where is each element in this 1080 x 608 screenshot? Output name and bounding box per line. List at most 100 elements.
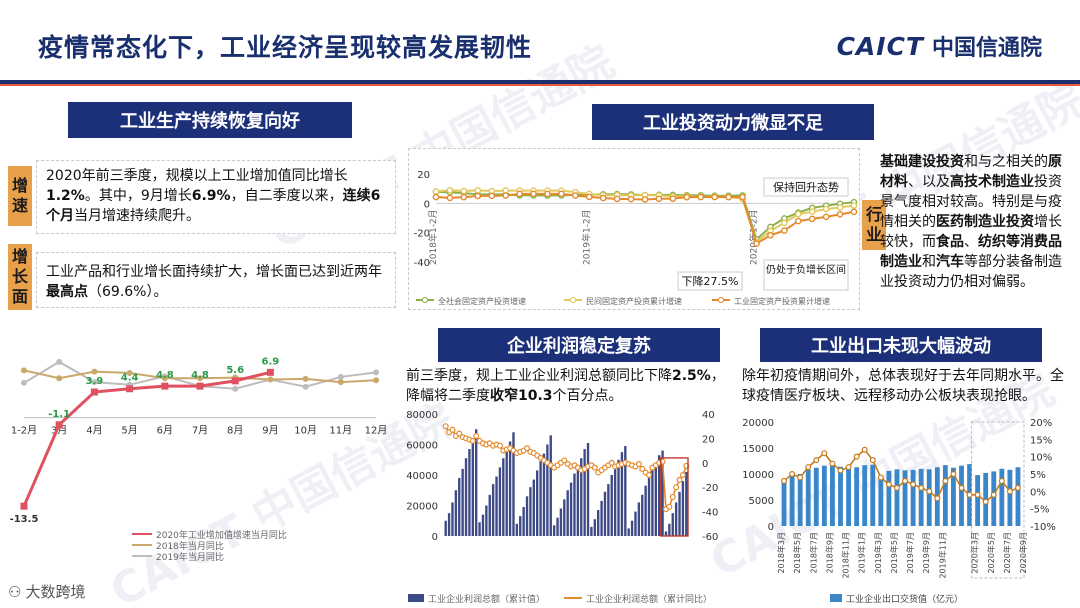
export-point xyxy=(853,453,860,460)
profit-bar xyxy=(542,453,546,536)
series-point xyxy=(21,379,27,386)
production-breadth-text: 工业产品和行业增长面持续扩大，增长面已达到近两年最高点（69.6%）。 xyxy=(46,262,390,302)
x-tick-label: 2018年3月 xyxy=(776,532,786,573)
annotation: 保持回升态势 xyxy=(773,180,839,194)
export-point xyxy=(1006,488,1013,495)
export-bar xyxy=(1015,467,1021,526)
series-point xyxy=(599,194,607,202)
export-point xyxy=(869,457,876,464)
annotation-box xyxy=(677,271,743,291)
profit-bar xyxy=(603,491,607,536)
export-header: 工业出口未现大幅波动 xyxy=(760,328,1042,362)
series-point xyxy=(558,190,565,198)
profit-bar xyxy=(491,484,495,536)
data-label: 4.4 xyxy=(121,373,139,384)
profit-bar xyxy=(664,531,668,536)
series-point xyxy=(55,421,63,429)
series-point xyxy=(20,502,28,510)
legend-label: 工业企业利润总额（累计值） xyxy=(428,593,545,605)
series-point xyxy=(302,383,309,390)
export-point xyxy=(902,477,909,484)
profit-bar xyxy=(515,523,519,536)
export-bar xyxy=(862,465,868,526)
profit-bar xyxy=(447,513,451,536)
profit-bar xyxy=(519,516,522,536)
profit-point xyxy=(635,461,642,468)
export-point xyxy=(942,477,949,484)
legend-label: 工业企业利润总额（累计同比） xyxy=(586,593,712,605)
export-point xyxy=(829,460,836,467)
y-tick-label: -20 xyxy=(414,229,430,240)
profit-bar xyxy=(559,508,563,536)
x-tick-label: 2019年1-2月 xyxy=(580,209,592,265)
y-tick-right: 5% xyxy=(1030,470,1046,481)
para-profit: 前三季度，规上工业企业利润总额同比下降2.5%，降幅将二季度收窄10.3个百分点… xyxy=(406,368,725,404)
profit-bar xyxy=(475,429,478,536)
x-tick-label: 11月 xyxy=(329,425,352,437)
investment-chart: 200-20-402018年1-2月2019年1-2月2020年1-2月保持回升… xyxy=(414,170,858,306)
x-tick-label: 2018年1-2月 xyxy=(427,209,439,265)
profit-bar xyxy=(647,478,651,536)
export-point xyxy=(821,450,828,457)
profit-bar xyxy=(661,450,664,536)
profit-bar xyxy=(627,528,630,536)
profit-bar xyxy=(481,514,485,536)
export-bar xyxy=(870,464,876,526)
export-point xyxy=(797,474,804,481)
export-bar xyxy=(813,467,819,526)
y-tick-left: 10000 xyxy=(742,470,774,481)
production-speed-box xyxy=(36,160,396,234)
x-tick-label: 2018年7月 xyxy=(808,532,818,573)
export-bar xyxy=(805,469,811,526)
profit-text: 前三季度，规上工业企业利润总额同比下降2.5%，降幅将二季度收窄10.3个百分点… xyxy=(406,366,730,406)
series-point xyxy=(613,195,621,203)
profit-bar xyxy=(597,510,600,536)
profit-point xyxy=(591,464,598,471)
profit-bar xyxy=(610,475,613,536)
profit-bar xyxy=(556,517,559,536)
series-point xyxy=(822,205,830,213)
y-tick-left: 15000 xyxy=(742,444,774,455)
export-point xyxy=(918,484,925,491)
series-point xyxy=(302,375,309,382)
series-point xyxy=(850,208,858,216)
x-tick-label: 2019年1月 xyxy=(857,532,867,573)
export-point xyxy=(958,484,965,491)
series-point xyxy=(585,193,593,201)
profit-chart: 80000 60000 40000 20000 0 40 20 0 -20 -40 -60 工业企业利… xyxy=(406,410,718,605)
logo-cn: 中国信通院 xyxy=(931,36,1042,61)
title-divider-accent xyxy=(0,84,1080,86)
series-point xyxy=(808,215,816,223)
series-point xyxy=(641,196,649,203)
profit-bar xyxy=(471,439,474,536)
export-bar xyxy=(846,465,851,526)
profit-point xyxy=(669,493,676,500)
x-tick-label: 2018年5月 xyxy=(792,532,802,573)
x-tick-label: 2019年5月 xyxy=(889,532,899,573)
export-bar xyxy=(886,470,892,526)
industrial-growth-chart: 1-2月 3月 4月 5月 6月 7月 8月 9月 10月 11月 12月-13.5-1.13.9 4… xyxy=(10,356,388,563)
profit-point xyxy=(473,432,480,439)
export-bar xyxy=(894,469,900,526)
series-point xyxy=(460,187,468,195)
x-tick-label: 1-2月 xyxy=(11,425,37,437)
data-label: 4.8 xyxy=(156,370,174,381)
profit-point xyxy=(524,445,531,452)
profit-bar xyxy=(451,502,454,536)
series-point xyxy=(432,193,440,201)
y-tick-right: -40 xyxy=(702,508,718,519)
page-title: 疫情常态化下，工业经济呈现较高发展韧性 xyxy=(38,33,533,62)
y-tick-left: 60000 xyxy=(406,441,438,452)
series-point xyxy=(91,379,98,386)
title-divider xyxy=(0,80,1080,84)
export-text: 除年初疫情期间外，总体表现好于去年同期水平。全球疫情医疗板块、远程移动办公板块表… xyxy=(742,366,1072,406)
y-tick-right: 10% xyxy=(1030,453,1052,464)
profit-bar xyxy=(508,441,512,536)
series-point xyxy=(794,217,802,225)
profit-bar xyxy=(525,496,529,536)
series-point xyxy=(850,202,858,209)
highlight-box xyxy=(971,421,1025,579)
profit-bar xyxy=(573,473,576,536)
legend-label: 全社会固定资产投资增速 xyxy=(438,296,526,306)
export-bar xyxy=(781,479,787,526)
